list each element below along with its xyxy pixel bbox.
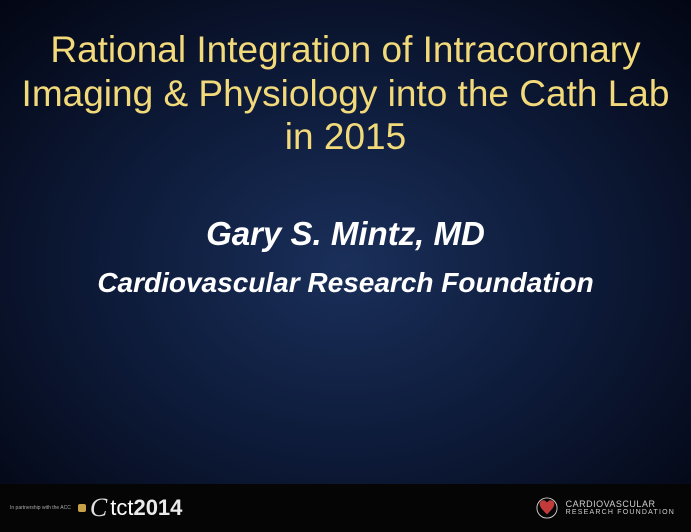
partnership-block: In partnership with the ACC xyxy=(10,504,86,512)
speaker-name: Gary S. Mintz, MD xyxy=(14,215,677,253)
footer-left: In partnership with the ACC C tct2014 xyxy=(10,493,182,523)
tct-logo-text: tct xyxy=(110,495,133,520)
speaker-affiliation: Cardiovascular Research Foundation xyxy=(14,267,677,299)
presentation-slide: Rational Integration of Intracoronary Im… xyxy=(0,0,691,532)
tct-logo-prefix: C xyxy=(90,493,106,523)
acc-logo-icon xyxy=(78,504,86,512)
tct-logo: tct2014 xyxy=(110,495,182,521)
crf-name: CARDIOVASCULAR RESEARCH FOUNDATION xyxy=(566,500,675,516)
crf-line2: RESEARCH FOUNDATION xyxy=(566,509,675,516)
crf-line1: CARDIOVASCULAR xyxy=(566,500,675,509)
crf-heart-icon xyxy=(536,497,558,519)
partnership-text: In partnership with the ACC xyxy=(10,506,71,511)
slide-footer: In partnership with the ACC C tct2014 CA… xyxy=(0,484,691,532)
slide-title: Rational Integration of Intracoronary Im… xyxy=(14,28,677,159)
tct-logo-year: 2014 xyxy=(133,495,182,520)
footer-right: CARDIOVASCULAR RESEARCH FOUNDATION xyxy=(536,497,675,519)
slide-content: Rational Integration of Intracoronary Im… xyxy=(0,0,691,299)
